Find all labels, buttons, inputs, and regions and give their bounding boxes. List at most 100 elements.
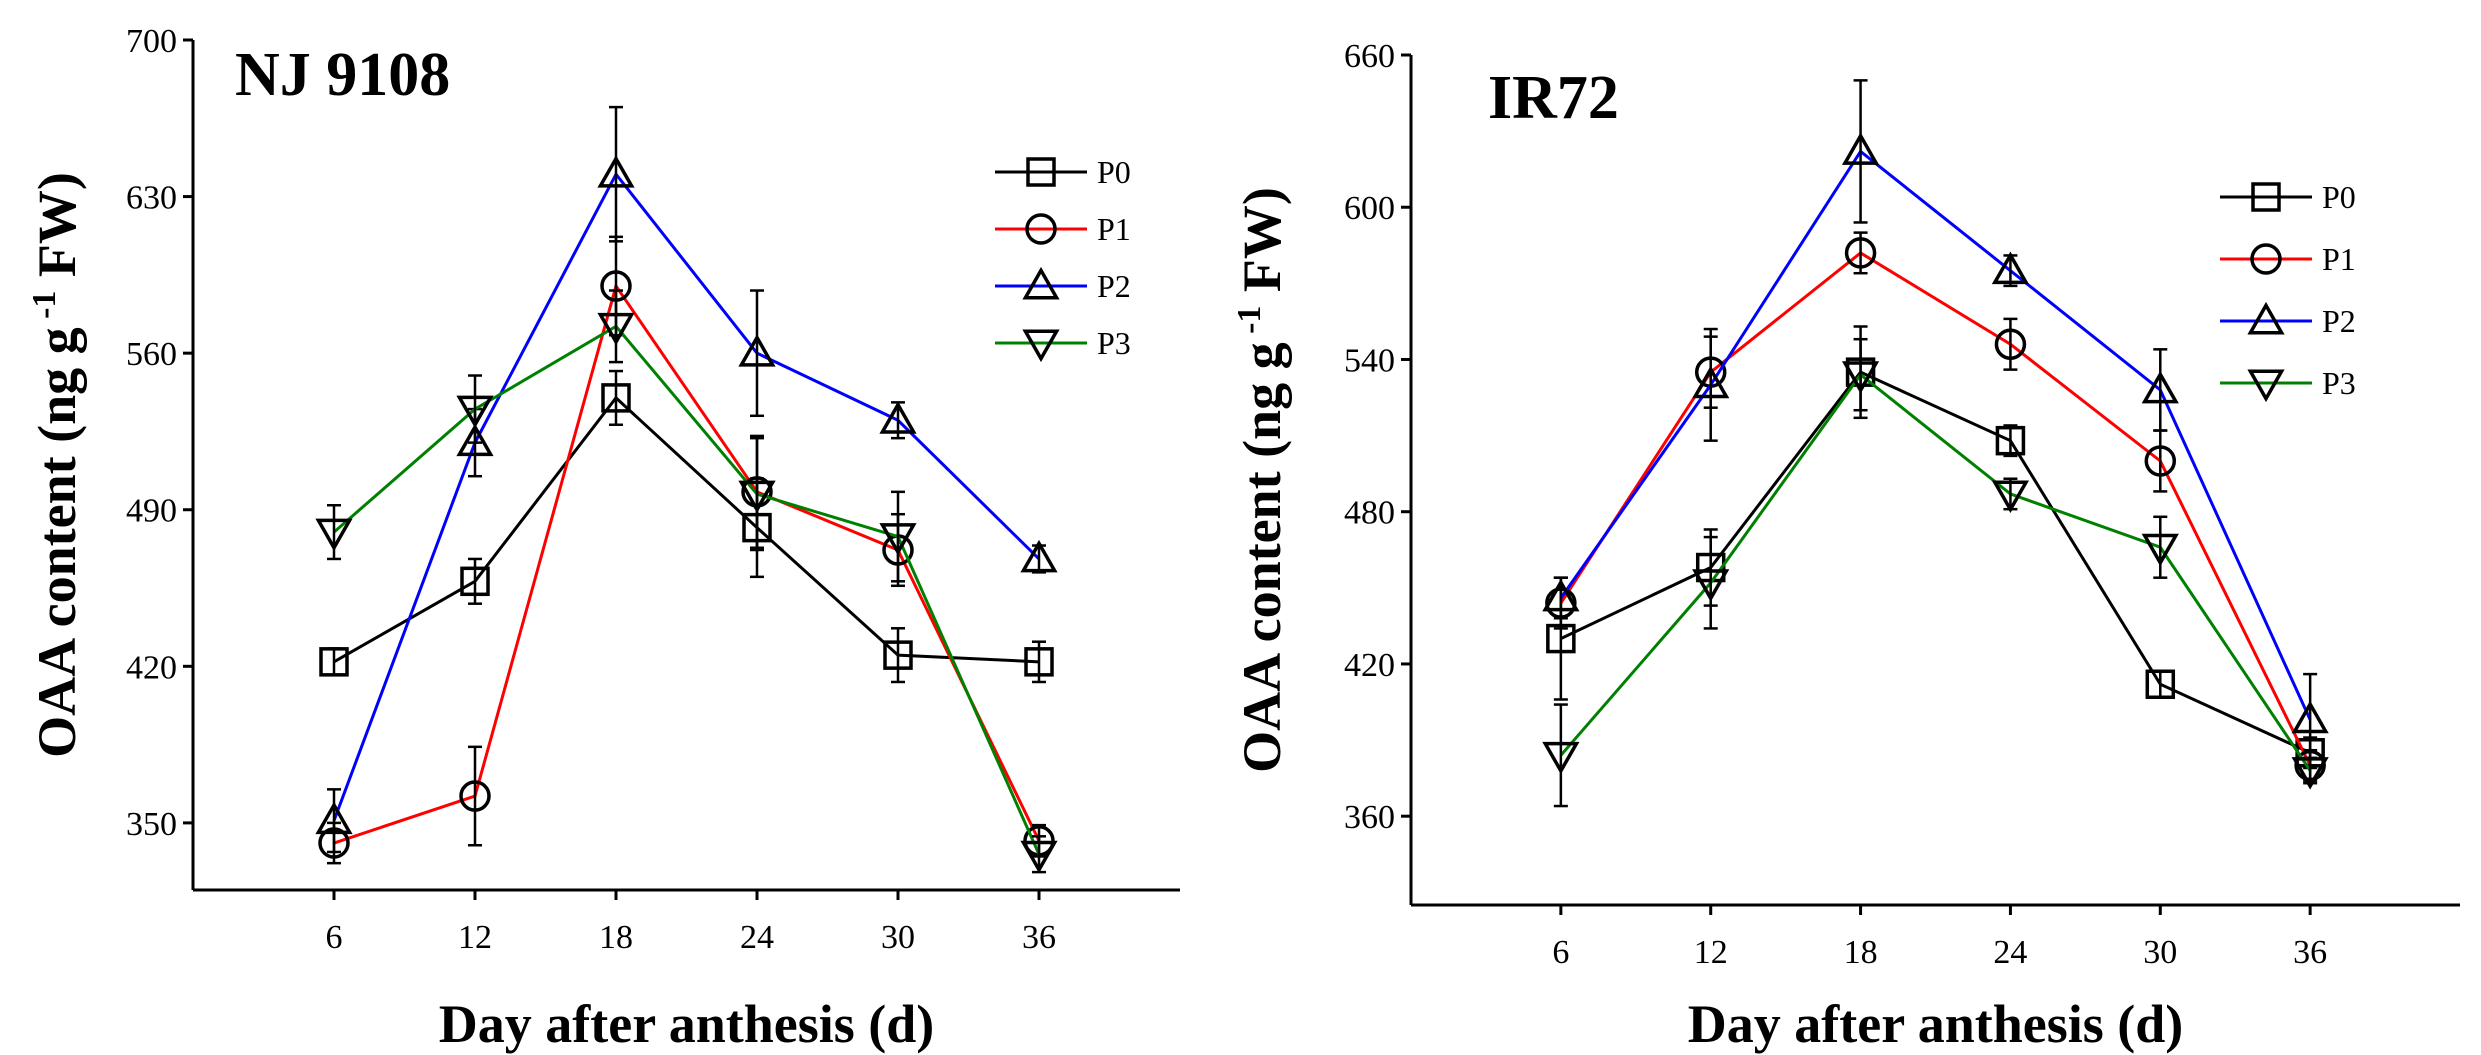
legend-marker-p2	[1022, 266, 1060, 300]
y-tick-label: 360	[1344, 799, 1395, 836]
y-axis-title-superscript: -1	[26, 291, 63, 328]
x-tick-label: 24	[1993, 934, 2027, 971]
series-line-p1	[333, 282, 1041, 845]
y-axis-title-superscript: -1	[1231, 306, 1268, 343]
x-tick-label: 18	[1844, 934, 1878, 971]
y-tick-label: 630	[126, 180, 177, 217]
series-p0	[1546, 325, 2325, 770]
data-point-p2	[1020, 539, 1058, 573]
legend-marker-p0	[1026, 157, 1056, 187]
series-p2	[1542, 79, 2329, 767]
y-tick-label: 540	[1344, 342, 1395, 379]
data-point-p2	[2291, 700, 2329, 734]
x-tick-label: 36	[1022, 919, 1056, 956]
data-point-p1	[2144, 445, 2177, 477]
data-point-p2	[1841, 132, 1880, 165]
data-point-p3	[2291, 757, 2329, 790]
data-point-p1	[459, 780, 491, 812]
legend-label-p0: P0	[1097, 154, 1131, 190]
x-tick-label: 36	[2293, 934, 2327, 971]
legend-label-p0: P0	[2322, 179, 2356, 215]
x-tick-label: 6	[1552, 934, 1569, 971]
data-point-p3	[1542, 741, 1580, 775]
legend-label-p1: P1	[1097, 211, 1131, 247]
legend-marker-p3	[1022, 329, 1060, 363]
data-point-p3	[1020, 840, 1058, 874]
y-tick-label: 490	[126, 493, 177, 530]
panel-title: NJ 9108	[235, 41, 450, 109]
y-tick-label: 700	[126, 23, 177, 60]
data-point-p0	[460, 566, 490, 597]
data-point-p3	[879, 523, 917, 556]
data-point-p3	[738, 480, 776, 514]
legend-marker-p0	[2251, 182, 2281, 212]
series-line-p3	[1559, 372, 2312, 772]
data-point-p1	[1844, 237, 1877, 269]
data-point-p2	[2141, 370, 2179, 404]
data-point-p3	[2141, 533, 2179, 567]
series-p3	[1542, 337, 2329, 808]
panel-title: IR72	[1488, 64, 1619, 132]
x-tick-label: 30	[2143, 934, 2177, 971]
x-tick-label: 12	[1694, 934, 1728, 971]
data-point-p0	[601, 383, 631, 413]
data-point-p3	[1692, 569, 1730, 602]
legend-marker-p2	[2247, 301, 2285, 335]
data-point-p2	[1692, 365, 1730, 399]
data-point-p0	[1024, 647, 1054, 677]
y-axis-title: OAA content (ng g -1 FW)	[26, 172, 87, 758]
series-line-p2	[332, 171, 1041, 822]
x-tick-label: 12	[458, 919, 492, 956]
data-point-p2	[597, 155, 635, 188]
y-tick-label: 560	[126, 336, 177, 373]
y-tick-label: 420	[1344, 647, 1395, 684]
data-point-p2	[738, 334, 776, 367]
series-line-p3	[333, 324, 1041, 855]
data-point-p0	[319, 647, 349, 677]
legend-label-p2: P2	[2322, 303, 2356, 339]
x-tick-label: 18	[599, 919, 633, 956]
series-p1	[318, 235, 1055, 865]
legend-label-p3: P3	[1097, 325, 1131, 361]
x-tick-label: 24	[740, 919, 774, 956]
x-axis-title: Day after anthesis (d)	[1688, 994, 2183, 1054]
series-p1	[1545, 231, 2326, 782]
series-p3	[315, 289, 1058, 874]
data-point-p2	[879, 401, 917, 434]
legend-marker-p1	[1025, 213, 1057, 245]
y-tick-label: 420	[126, 649, 177, 686]
y-tick-label: 350	[126, 806, 177, 843]
data-point-p3	[1841, 361, 1880, 394]
data-point-p2	[1991, 251, 2030, 285]
data-point-p0	[883, 640, 913, 670]
data-point-p2	[1542, 578, 1580, 612]
legend-label-p2: P2	[1097, 268, 1131, 304]
y-axis-title-main: OAA content (ng g	[1232, 342, 1292, 773]
data-point-p3	[315, 518, 353, 552]
legend-marker-p1	[2250, 243, 2282, 275]
series-p2	[315, 105, 1058, 854]
data-point-p2	[456, 423, 494, 457]
legend-label-p1: P1	[2322, 241, 2356, 277]
legend-marker-p3	[2247, 369, 2285, 403]
y-axis-title-main: OAA content (ng g	[27, 327, 87, 758]
series-line-p1	[1559, 251, 2312, 767]
series-line-p2	[1559, 149, 2312, 721]
legend-label-p3: P3	[2322, 365, 2356, 401]
series-line-p0	[1560, 370, 2311, 755]
chart-panel-nj9108: 350 420 490 560 630 700 6 12 18 24 30 36 NJ 9108 Day …	[26, 23, 1180, 1054]
data-point-p3	[597, 312, 635, 346]
series-line-p0	[333, 395, 1040, 664]
data-point-p3	[1991, 480, 2030, 514]
y-tick-label: 480	[1344, 495, 1395, 532]
data-point-p0	[2145, 669, 2176, 700]
data-point-p1	[1994, 328, 2027, 361]
x-tick-label: 6	[326, 919, 343, 956]
data-point-p0	[1995, 425, 2026, 456]
y-axis-title-end: FW)	[1232, 187, 1292, 305]
x-tick-label: 30	[881, 919, 915, 956]
y-tick-label: 660	[1344, 38, 1395, 75]
data-point-p3	[456, 395, 494, 429]
chart-panel-ir72: 360 420 480 540 600 660 6 12 18 24 30 36 IR72 Day aft…	[1231, 38, 2460, 1054]
